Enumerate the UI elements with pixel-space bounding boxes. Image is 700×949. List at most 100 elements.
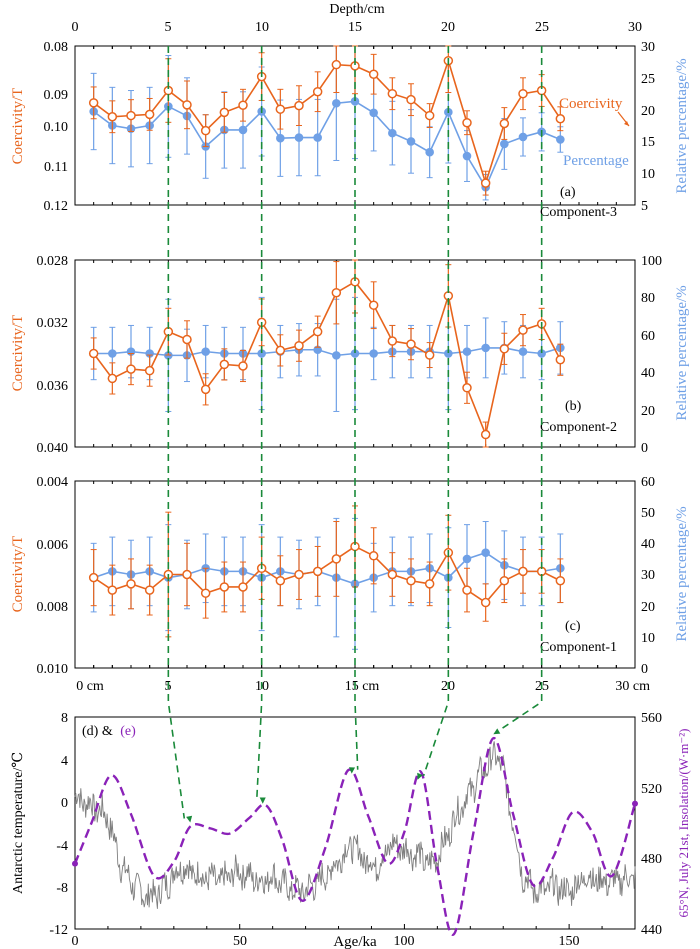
coercivity-point	[424, 350, 435, 360]
right-tick-label: 30	[641, 568, 655, 583]
coercivity-point	[312, 86, 323, 97]
coercivity-point	[126, 579, 136, 589]
panel-tag-e: (e)	[120, 724, 136, 739]
right-tick-label: 0	[641, 662, 648, 677]
coercivity-point	[555, 575, 566, 586]
percentage-line	[93, 347, 561, 357]
coercivity-point	[406, 339, 416, 349]
top-tick-label: 10	[255, 20, 269, 35]
coercivity-point	[499, 118, 510, 129]
percentage-point	[406, 137, 416, 146]
percentage-point	[369, 349, 378, 358]
x-tick-label: 100	[394, 934, 415, 949]
coercivity-point	[238, 361, 248, 371]
coercivity-point	[462, 585, 472, 595]
percentage-point	[462, 151, 472, 161]
connector-arrowhead	[493, 728, 501, 735]
coercivity-point	[182, 569, 192, 580]
coercivity-point	[219, 582, 230, 592]
top-tick-label: 0	[72, 20, 79, 35]
percentage-point	[108, 349, 117, 358]
coercivity-point	[200, 588, 211, 598]
percentage-point	[294, 133, 304, 142]
coercivity-legend-arrowhead	[624, 121, 629, 126]
left-tick-label: -12	[49, 923, 68, 938]
coercivity-point	[144, 109, 155, 120]
panel-tag: (d) & (e)	[82, 724, 136, 739]
panel-c: 0.004 0.006 0.008 0.010 60 50 40 30 20 1…	[10, 475, 690, 677]
component-label: Component-3	[540, 205, 617, 220]
percentage-legend: Percentage	[563, 153, 629, 169]
coercivity-point	[518, 88, 528, 99]
coercivity-point	[387, 88, 398, 99]
left-axis-label: Coercivity/T	[10, 536, 26, 613]
mid-tick-label: 30 cm	[615, 679, 650, 694]
right-tick-label: 5	[641, 199, 648, 214]
right-tick-label: 60	[641, 475, 655, 490]
coercivity-point	[238, 100, 248, 110]
percentage-point	[388, 128, 397, 138]
coercivity-point	[406, 575, 416, 586]
left-tick-label: 0.09	[44, 88, 69, 103]
percentage-point	[276, 133, 285, 143]
coercivity-point	[555, 113, 566, 124]
left-tick-label: 0.11	[44, 160, 68, 175]
coercivity-point	[331, 59, 342, 70]
coercivity-point	[219, 359, 230, 370]
connector-line	[167, 46, 186, 819]
right-tick-label: 0	[641, 441, 648, 456]
left-tick-label: 0.008	[37, 600, 69, 615]
right-tick-label: 20	[641, 600, 655, 615]
coercivity-point	[499, 575, 510, 586]
left-tick-label: 0.036	[37, 379, 69, 394]
coercivity-point	[182, 334, 192, 345]
right-tick-label: 30	[641, 40, 655, 55]
left-tick-label: 0.12	[44, 199, 69, 214]
coercivity-point	[462, 383, 472, 393]
percentage-point	[500, 139, 509, 149]
top-depth-axis: Depth/cm 0 5 10 15 20 25 30	[72, 2, 642, 52]
right-tick-label: 40	[641, 537, 655, 552]
insolation-endpoint	[632, 800, 638, 807]
left-axis-label: Antarctic temperature/℃	[11, 752, 26, 894]
percentage-point	[313, 133, 322, 142]
left-tick-label: 0	[61, 796, 68, 811]
right-tick-label: 15	[641, 135, 655, 150]
coercivity-point	[312, 326, 323, 337]
percentage-point	[369, 108, 378, 118]
coercivity-point	[107, 585, 118, 595]
coercivity-point	[518, 566, 528, 577]
coercivity-point	[88, 572, 99, 583]
panel-a: 0.08 0.09 0.10 0.11 0.12 30 25 20 15 10 …	[10, 40, 690, 220]
coercivity-line	[93, 280, 562, 438]
percentage-point	[201, 347, 210, 356]
coercivity-point	[238, 582, 248, 592]
percentage-point	[481, 343, 490, 353]
coercivity-point	[144, 365, 155, 376]
right-tick-label: 440	[641, 923, 662, 938]
connector-line	[422, 46, 450, 777]
right-tick-label: 50	[641, 506, 655, 521]
coercivity-point	[424, 110, 435, 121]
right-axis-label: Relative percentage/%	[674, 506, 690, 641]
panel-b: 0.028 0.032 0.036 0.040 100 80 60 40 20 …	[10, 254, 690, 456]
top-tick-label: 20	[441, 20, 455, 35]
top-tick-label: 15	[348, 20, 362, 35]
percentage-point	[556, 135, 565, 144]
x-axis-label: Age/ka	[333, 934, 377, 949]
coercivity-legend: Coercivity	[559, 96, 623, 112]
right-axis-label: 65°N, July 21st, Insolation/(W·m⁻²)	[676, 729, 691, 918]
coercivity-point	[88, 98, 99, 108]
right-tick-label: 10	[641, 631, 655, 646]
insolation-line	[73, 736, 637, 936]
connector-line	[354, 46, 359, 770]
top-tick-label: 5	[165, 20, 172, 35]
coercivity-point	[368, 300, 379, 310]
left-tick-label: 0.028	[37, 254, 69, 269]
coercivity-point	[294, 569, 304, 580]
coercivity-point	[126, 364, 136, 374]
coercivity-point	[480, 597, 491, 608]
panel-tag: (b)	[565, 399, 582, 414]
coercivity-point	[387, 336, 398, 346]
